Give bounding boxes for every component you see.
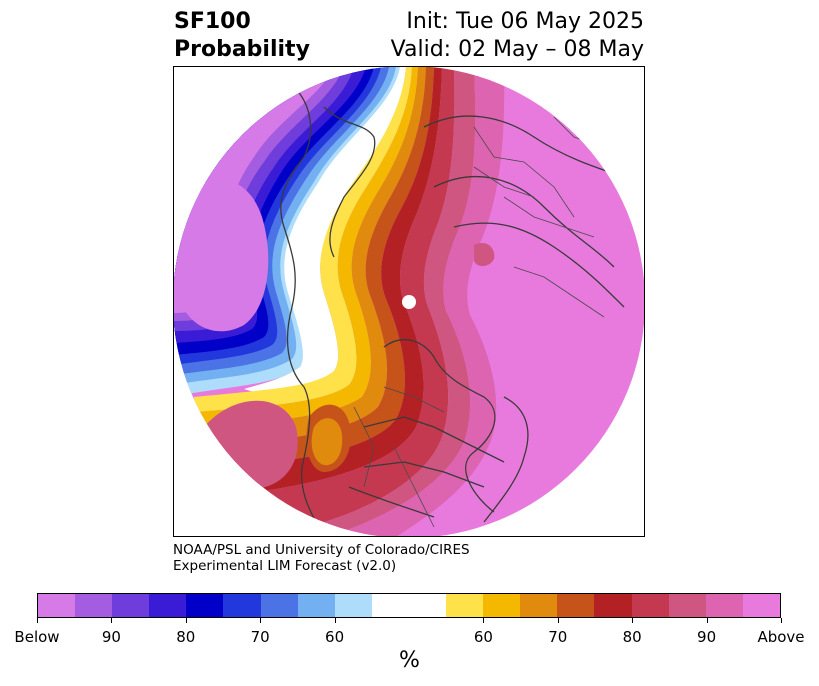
- colorbar-tick-label: 70: [250, 628, 270, 646]
- colorbar-segment: [742, 594, 780, 617]
- coastlines: [280, 86, 625, 536]
- colorbar-tick: [37, 618, 38, 623]
- colorbar-segment: [668, 594, 706, 617]
- init-date: Init: Tue 06 May 2025: [406, 9, 644, 34]
- colorbar-tick-label: 60: [325, 628, 345, 646]
- colorbar-tick-label: Below: [14, 628, 60, 646]
- colorbar-segment: [223, 594, 261, 617]
- colorbar-tick: [781, 618, 782, 623]
- colorbar-tick: [632, 618, 634, 623]
- colorbar-segment: [112, 594, 150, 617]
- probability-subtitle: Probability: [174, 37, 310, 62]
- valid-range: Valid: 02 May – 08 May: [390, 37, 644, 62]
- colorbar-segment: [75, 594, 113, 617]
- colorbar-tick: [706, 618, 708, 623]
- colorbar-tick-label: 90: [101, 628, 121, 646]
- colorbar-segment: [38, 594, 76, 617]
- colorbar-tick: [483, 618, 485, 623]
- colorbar-tick-label: 70: [548, 628, 568, 646]
- colorbar-segment: [186, 594, 224, 617]
- colorbar-segment: [483, 594, 521, 617]
- colorbar: [37, 593, 781, 618]
- colorbar-units: %: [399, 648, 420, 673]
- colorbar-tick: [557, 618, 559, 623]
- map-panel: [173, 66, 645, 537]
- colorbar-segment: [297, 594, 335, 617]
- colorbar-segment: [371, 594, 409, 617]
- credit-line-1: NOAA/PSL and University of Colorado/CIRE…: [173, 542, 470, 558]
- title-block-right: Init: Tue 06 May 2025 Valid: 02 May – 08…: [391, 8, 644, 64]
- colorbar-tick: [260, 618, 262, 623]
- colorbar-tick-label: 90: [697, 628, 717, 646]
- title-block-left: SF100 Probability: [174, 8, 310, 64]
- colorbar-tick: [185, 618, 187, 623]
- colorbar-tick: [334, 618, 336, 623]
- colorbar-tick-label: Above: [757, 628, 805, 646]
- pole-hole: [402, 295, 416, 309]
- colorbar-segment: [260, 594, 298, 617]
- colorbar-segment: [705, 594, 743, 617]
- colorbar-segment: [408, 594, 447, 617]
- colorbar-segment: [446, 594, 484, 617]
- colorbar-segment: [557, 594, 595, 617]
- colorbar-tick: [111, 618, 113, 623]
- colorbar-segment: [594, 594, 632, 617]
- credit-block: NOAA/PSL and University of Colorado/CIRE…: [173, 542, 470, 574]
- colorbar-segment: [520, 594, 558, 617]
- colorbar-segment: [631, 594, 669, 617]
- colorbar-segment: [149, 594, 187, 617]
- colorbar-segment: [334, 594, 372, 617]
- polar-map: [174, 67, 644, 536]
- credit-line-2: Experimental LIM Forecast (v2.0): [173, 558, 397, 574]
- colorbar-tick-label: 80: [622, 628, 642, 646]
- product-title: SF100: [174, 9, 251, 34]
- colorbar-tick-label: 80: [176, 628, 196, 646]
- colorbar-tick-label: 60: [473, 628, 493, 646]
